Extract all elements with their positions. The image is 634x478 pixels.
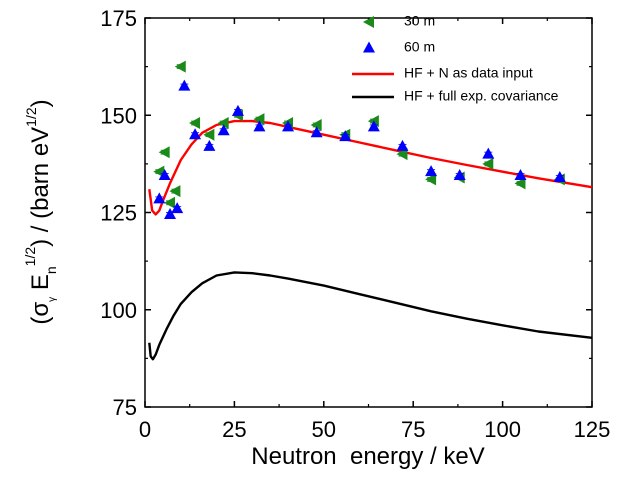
legend-markers: [352, 16, 394, 99]
y-axis-title-e: E: [27, 274, 54, 297]
data-point-60m: [158, 169, 171, 181]
data-point-60m: [253, 120, 266, 132]
data-point-60m: [164, 207, 177, 219]
legend-label-hf-n: HF + N as data input: [404, 65, 533, 81]
data-point-60m: [453, 169, 466, 181]
y-axis-title-sub-gamma: γ: [47, 297, 58, 302]
y-axis-title-sub-n: n: [43, 266, 59, 274]
data-point-30m: [253, 113, 265, 126]
legend-label-hf-cov: HF + full exp. covariance: [404, 88, 559, 104]
data-point-60m: [282, 120, 295, 132]
x-tick-label: 0: [139, 417, 151, 442]
data-point-30m: [153, 165, 165, 178]
series-line-2: [148, 119, 593, 216]
axis-tick-labels: 0 25 50 75 100 125 75 100 125 150 175: [100, 6, 610, 442]
y-axis-title-sup-half: 1/2: [22, 247, 38, 267]
y-axis-title: (σγ En 1/2) / (barn eV1/2): [22, 99, 59, 324]
data-point-60m: [514, 169, 527, 181]
data-point-60m: [425, 165, 438, 177]
y-tick-label: 75: [113, 395, 137, 420]
data-point-60m: [482, 147, 495, 159]
data-points: [153, 60, 566, 219]
legend-marker-60m: [363, 41, 375, 53]
axis-ticks: [144, 17, 593, 408]
series-line-3: [148, 271, 593, 361]
data-point-60m: [367, 120, 380, 132]
data-point-30m: [217, 117, 229, 130]
data-point-60m: [217, 124, 230, 136]
data-point-30m: [425, 173, 437, 186]
data-point-60m: [310, 126, 323, 138]
data-point-60m: [189, 128, 202, 140]
legend: 30 m 60 m HF + N as data input HF + full…: [352, 13, 559, 104]
x-tick-label: 100: [484, 417, 521, 442]
data-point-60m: [203, 139, 216, 151]
fit-lines: [148, 119, 593, 361]
data-point-60m: [231, 104, 244, 116]
y-tick-label: 125: [100, 201, 137, 226]
x-tick-label: 75: [401, 417, 425, 442]
legend-label-60m: 60 m: [404, 39, 435, 55]
y-tick-label: 150: [100, 103, 137, 128]
data-point-60m: [396, 139, 409, 151]
y-axis-title-unit-sup: 1/2: [23, 107, 39, 127]
x-tick-label: 125: [574, 417, 611, 442]
y-axis-title-open: (σ: [27, 302, 54, 325]
legend-label-30m: 30 m: [404, 13, 435, 29]
y-axis-title-end: ): [27, 99, 54, 107]
data-point-30m: [310, 118, 322, 131]
data-point-60m: [178, 79, 191, 91]
data-point-60m: [339, 130, 352, 142]
data-point-30m: [189, 117, 201, 130]
data-point-30m: [158, 146, 170, 159]
data-point-30m: [169, 185, 181, 198]
y-axis-title-close: ) / (barn eV: [27, 127, 54, 247]
x-tick-label: 50: [312, 417, 336, 442]
x-tick-label: 25: [222, 417, 246, 442]
legend-marker-30m: [363, 16, 374, 28]
data-point-30m: [164, 196, 176, 209]
data-point-30m: [514, 177, 526, 190]
data-point-60m: [153, 192, 166, 204]
data-point-60m: [171, 202, 184, 214]
data-point-30m: [367, 115, 379, 128]
data-point-60m: [553, 170, 566, 182]
data-point-30m: [396, 148, 408, 161]
data-point-30m: [174, 60, 186, 73]
data-point-30m: [482, 157, 494, 170]
x-axis-title: Neutron energy / keV: [251, 443, 484, 470]
y-tick-label: 175: [100, 6, 137, 31]
y-tick-label: 100: [100, 298, 137, 323]
data-point-30m: [203, 128, 215, 141]
